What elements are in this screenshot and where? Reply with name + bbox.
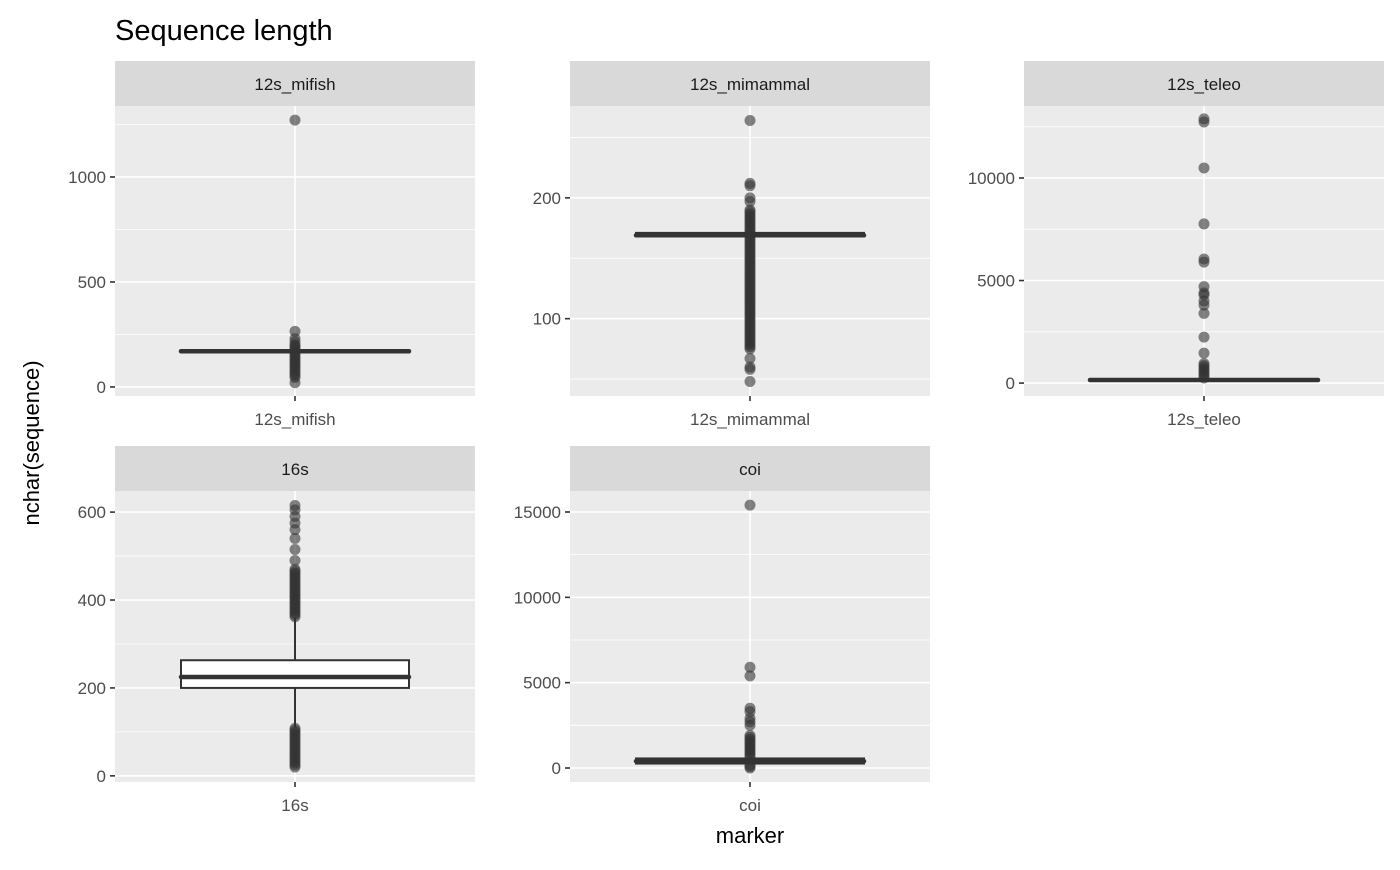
facet-strip-label: 12s_teleo [1167,75,1241,94]
facet-strip [570,446,930,491]
y-tick-label: 15000 [514,503,561,522]
outlier-point [744,670,756,682]
outlier-point [289,114,301,126]
facet-strip [1024,61,1384,106]
facet-strip [115,61,475,106]
facet-strip-label: 12s_mifish [254,75,335,94]
outlier-point [744,719,756,731]
outlier-point [1198,358,1210,370]
outlier-point [744,195,756,207]
outlier-point [744,180,756,192]
outlier-point [1198,307,1210,319]
facet-panel-12s_mimammal: 12s_mimammal 100 200 12s_mimammal [533,61,930,429]
outlier-point [289,554,301,566]
y-tick-label: 100 [533,310,561,329]
outlier-point [744,363,756,375]
facet-strip-label: coi [739,460,761,479]
facet-strip-label: 16s [281,460,308,479]
outlier-point [1198,256,1210,268]
outlier-point [289,340,301,352]
facet-panel-12s_teleo: 12s_teleo 0 5000 10000 12s_teleo [968,61,1384,429]
outlier-point [1198,331,1210,343]
y-tick-label: 0 [1006,374,1015,393]
y-tick-label: 10000 [514,588,561,607]
outlier-point [1198,347,1210,359]
x-tick-label: 12s_mifish [254,410,335,429]
y-tick-label: 400 [78,591,106,610]
y-tick-label: 10000 [968,169,1015,188]
y-tick-label: 5000 [977,272,1015,291]
outlier-point [744,499,756,511]
y-tick-label: 0 [97,767,106,786]
outlier-point [289,563,301,575]
facet-strip [115,446,475,491]
facet-panel-coi: coi 0 5000 10000 15000 coi [514,446,930,815]
facet-strip-label: 12s_mimammal [690,75,810,94]
outlier-point [289,543,301,555]
y-tick-label: 200 [533,189,561,208]
outlier-point [289,722,301,734]
y-tick-label: 600 [78,503,106,522]
outlier-point [1198,218,1210,230]
outlier-point [744,204,756,216]
outlier-point [744,115,756,126]
y-tick-label: 5000 [523,674,561,693]
outlier-point [1198,299,1210,311]
y-tick-label: 200 [78,679,106,698]
outlier-point [289,524,301,536]
outlier-point [1198,116,1210,128]
outlier-point [744,376,756,387]
y-tick-label: 0 [552,759,561,778]
outlier-point [744,353,756,365]
facet-strip [570,61,930,106]
facet-panel-16s: 16s 0 200 400 600 16s [78,446,475,815]
x-tick-label: 12s_mimammal [690,410,810,429]
outlier-point [1198,162,1210,174]
outlier-point [744,759,756,771]
y-tick-label: 0 [97,378,106,397]
outlier-point [289,532,301,544]
box-iqr [180,659,410,689]
facet-panel-12s_mifish: 12s_mifish 0 500 1000 12s_mifish [68,61,475,429]
y-tick-label: 1000 [68,168,106,187]
x-tick-label: 12s_teleo [1167,410,1241,429]
outlier-point [744,730,756,742]
y-tick-label: 500 [78,273,106,292]
y-axis-label: nchar(sequence) [19,360,44,525]
x-tick-label: 16s [281,796,308,815]
chart-title: Sequence length [115,15,333,47]
x-axis-label: marker [716,823,784,848]
x-tick-label: coi [739,796,761,815]
outlier-point [744,661,756,673]
